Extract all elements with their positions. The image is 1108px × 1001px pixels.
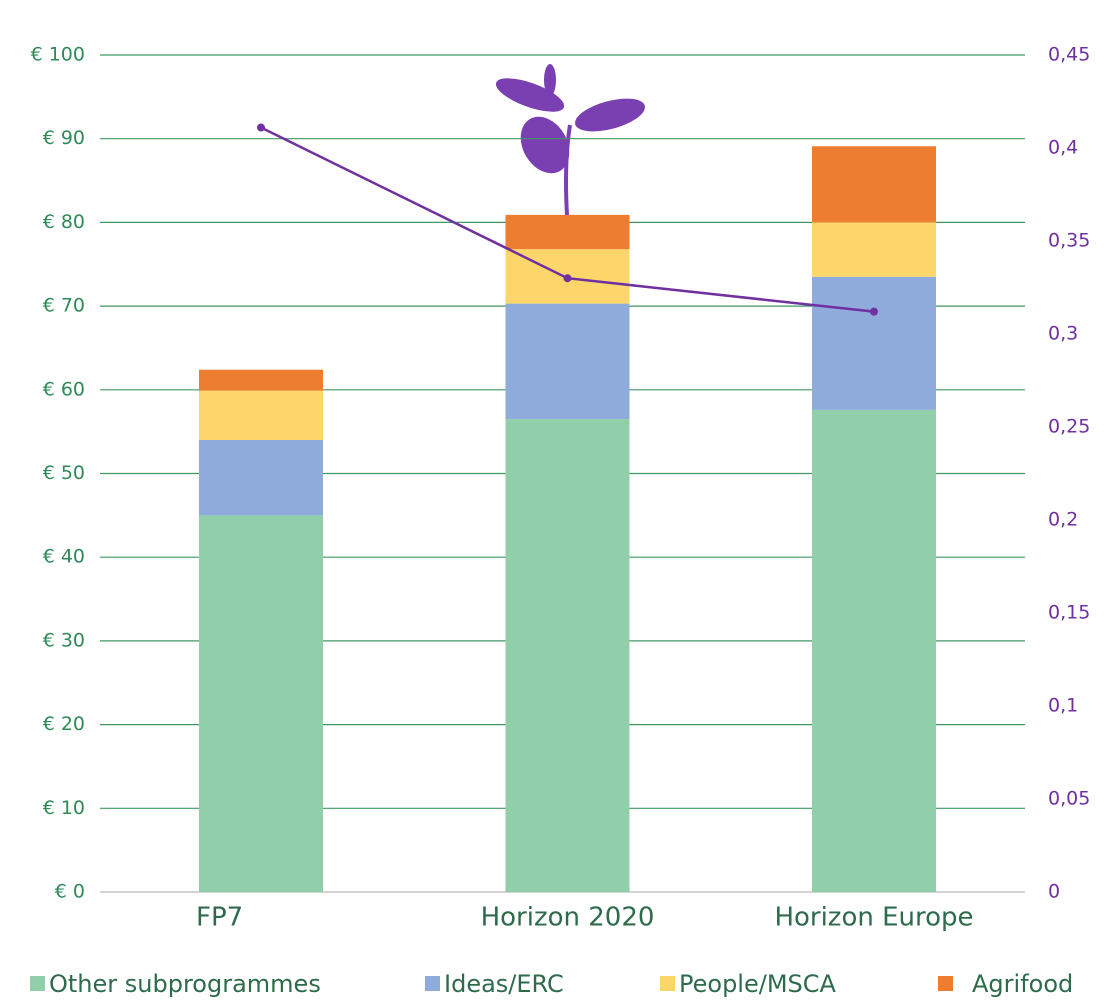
legend-label: People/MSCA bbox=[679, 970, 837, 998]
x-tick-label: FP7 bbox=[196, 903, 243, 933]
bar-segment bbox=[812, 222, 936, 277]
legend-swatch bbox=[938, 976, 953, 991]
y2-tick-label: 0,15 bbox=[1048, 602, 1090, 624]
legend-swatch bbox=[660, 976, 675, 991]
y2-tick-label: 0,25 bbox=[1048, 416, 1090, 438]
legend-label: Other subprogrammes bbox=[49, 970, 321, 998]
y-tick-label: € 60 bbox=[43, 378, 85, 400]
y-tick-label: € 70 bbox=[43, 295, 85, 317]
bar-segment bbox=[505, 214, 630, 250]
y-tick-label: € 40 bbox=[43, 546, 85, 568]
plant-illustration bbox=[495, 64, 645, 216]
legend-label: Ideas/ERC bbox=[444, 970, 564, 998]
legend-swatch bbox=[425, 976, 440, 991]
y-tick-label: € 90 bbox=[43, 127, 85, 149]
y2-tick-label: 0,05 bbox=[1048, 788, 1090, 810]
y-tick-label: € 30 bbox=[43, 629, 85, 651]
y2-tick-label: 0,45 bbox=[1048, 44, 1090, 66]
legend-label: Agrifood bbox=[972, 970, 1073, 998]
bar-segment bbox=[199, 440, 323, 516]
y-tick-label: € 100 bbox=[31, 44, 85, 66]
x-tick-label: Horizon Europe bbox=[774, 903, 973, 933]
x-tick-label: Horizon 2020 bbox=[481, 903, 655, 933]
y2-tick-label: 0,2 bbox=[1048, 509, 1078, 531]
y2-tick-label: 0,1 bbox=[1048, 695, 1078, 717]
bar-segment bbox=[199, 369, 323, 391]
bar-segment bbox=[505, 303, 630, 420]
y2-tick-label: 0,35 bbox=[1048, 230, 1090, 252]
bar-segment bbox=[812, 276, 936, 410]
bar-segment bbox=[812, 146, 936, 223]
y-tick-label: € 10 bbox=[43, 797, 85, 819]
y-tick-label: € 80 bbox=[43, 211, 85, 233]
line-point bbox=[257, 123, 265, 132]
legend-swatch bbox=[30, 976, 45, 991]
y2-tick-label: 0,3 bbox=[1048, 323, 1078, 345]
y2-tick-label: 0,4 bbox=[1048, 137, 1078, 159]
line-point bbox=[870, 307, 878, 316]
y-tick-label: € 50 bbox=[43, 462, 85, 484]
bar-segment bbox=[812, 409, 936, 892]
bar-segment bbox=[199, 390, 323, 441]
bar-segment bbox=[505, 419, 630, 892]
y2-tick-label: 0 bbox=[1048, 881, 1060, 903]
line-point bbox=[563, 274, 572, 283]
y-tick-label: € 20 bbox=[43, 713, 85, 735]
y-tick-label: € 0 bbox=[55, 881, 85, 903]
bar-segment bbox=[199, 515, 323, 892]
